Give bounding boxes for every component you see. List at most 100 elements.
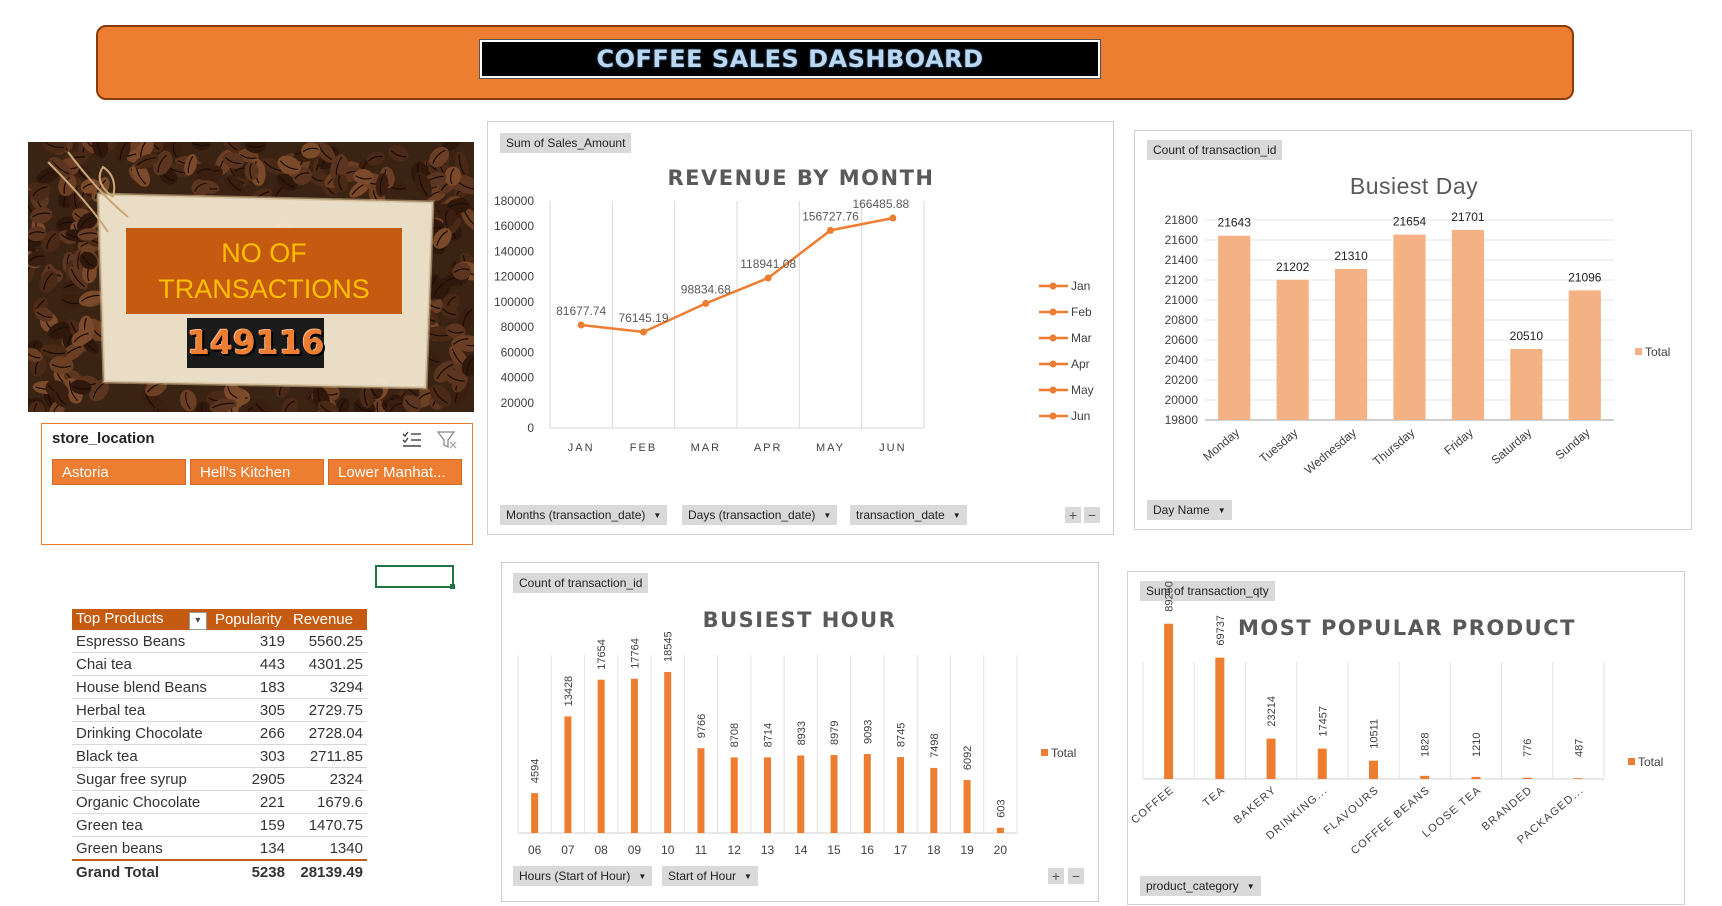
data-label: 8745	[896, 723, 908, 747]
data-label: 118941.08	[740, 257, 796, 271]
data-label: 21202	[1276, 260, 1310, 274]
coffee-bean	[244, 161, 259, 181]
y-tick-label: 21400	[1165, 253, 1199, 267]
table-row: House blend Beans 183 3294	[72, 675, 367, 699]
field-button-transaction-qty[interactable]: Sum of transaction_qty	[1140, 581, 1275, 601]
fill-handle[interactable]	[450, 584, 455, 589]
bean-shape	[40, 344, 68, 359]
bean-shape	[58, 173, 77, 197]
coffee-bean	[359, 386, 374, 409]
coffee-bean	[366, 151, 385, 166]
column-header-top-products[interactable]: Top Products ▾	[72, 609, 211, 630]
bean-crease	[43, 142, 65, 149]
field-button-sales-amount[interactable]: Sum of Sales_Amount	[500, 133, 632, 153]
x-tick-label: MAY	[816, 442, 845, 454]
collapse-field-button[interactable]: −	[1068, 868, 1084, 884]
coffee-bean	[301, 142, 321, 159]
x-tick-label: JAN	[568, 442, 595, 454]
bean-shape	[135, 142, 154, 160]
revenue-by-month-chart[interactable]: Sum of Sales_Amount REVENUE BY MONTH 180…	[487, 121, 1114, 535]
coffee-bean	[68, 266, 88, 290]
axis-button-day-name[interactable]: Day Name	[1147, 500, 1232, 520]
bean-crease	[444, 209, 449, 226]
data-label: 10511	[1369, 719, 1381, 749]
x-tick-label: 17	[894, 843, 908, 857]
most-popular-product-chart[interactable]: Sum of transaction_qty MOST POPULAR PROD…	[1127, 571, 1685, 905]
bean-crease	[462, 308, 473, 327]
bar	[1266, 738, 1276, 779]
x-tick-label: 06	[528, 843, 542, 857]
y-tick-label: 20600	[1165, 333, 1199, 347]
field-button-transaction-count[interactable]: Count of transaction_id	[513, 573, 649, 593]
bean-crease	[81, 294, 100, 302]
coffee-bean	[28, 401, 45, 412]
selected-cell[interactable]	[375, 565, 454, 588]
expand-field-button[interactable]: +	[1065, 507, 1081, 523]
bar	[1451, 229, 1484, 420]
axis-button-days[interactable]: Days (transaction_date)	[682, 505, 838, 525]
legend-label: Total	[1051, 746, 1076, 760]
field-button-transaction-count[interactable]: Count of transaction_id	[1147, 140, 1283, 160]
bean-crease	[56, 391, 67, 406]
slicer-item-astoria[interactable]: Astoria	[52, 459, 186, 485]
y-tick-label: 160000	[494, 219, 534, 233]
bar	[1335, 269, 1368, 420]
bean-crease	[46, 233, 56, 250]
chart-title: MOST POPULAR PRODUCT	[1238, 616, 1576, 640]
data-label: 8933	[796, 721, 808, 745]
popularity-value: 266	[210, 721, 289, 745]
coffee-bean	[444, 166, 462, 186]
bean-shape	[222, 142, 241, 154]
coffee-bean	[375, 173, 389, 197]
bar	[1393, 234, 1426, 420]
bar	[930, 767, 938, 833]
busiest-hour-chart[interactable]: Count of transaction_id BUSIEST HOUR 459…	[501, 562, 1099, 902]
collapse-field-button[interactable]: −	[1084, 507, 1100, 523]
clear-filter-icon[interactable]	[436, 430, 458, 450]
coffee-bean	[429, 146, 450, 168]
axis-button-product-category[interactable]: product_category	[1140, 876, 1261, 896]
chart-title: Busiest Day	[1349, 173, 1479, 199]
coffee-bean	[315, 142, 336, 163]
revenue-value: 1340	[288, 836, 367, 861]
product-name: Organic Chocolate	[72, 790, 211, 814]
axis-button-start-of-hour[interactable]: Start of Hour	[662, 866, 758, 886]
bean-shape	[388, 145, 409, 162]
bar	[1420, 775, 1430, 779]
y-tick-label: 100000	[494, 295, 534, 309]
bean-shape	[389, 181, 408, 194]
data-label: 20510	[1510, 329, 1544, 343]
coffee-bean	[281, 397, 299, 412]
coffee-bean	[402, 395, 422, 412]
bar	[764, 757, 771, 833]
axis-button-months[interactable]: Months (transaction_date)	[500, 505, 668, 525]
legend-swatch	[1635, 348, 1642, 355]
chart-title: REVENUE BY MONTH	[667, 166, 935, 190]
busiest-day-chart[interactable]: Count of transaction_id Busiest Day 2180…	[1134, 130, 1692, 530]
filter-dropdown-icon[interactable]: ▾	[188, 611, 207, 630]
axis-button-transaction-date[interactable]: transaction_date	[850, 505, 967, 525]
data-label: 8708	[729, 723, 741, 747]
expand-field-button[interactable]: +	[1048, 868, 1064, 884]
bean-shape	[444, 369, 468, 387]
bean-shape	[41, 230, 61, 253]
coffee-bean	[445, 323, 466, 339]
x-tick-label: BRANDED	[1480, 784, 1535, 833]
slicer-item-hells-kitchen[interactable]: Hell's Kitchen	[190, 459, 324, 485]
data-label: 6092	[962, 746, 974, 770]
legend-marker	[1049, 386, 1057, 394]
bean-crease	[453, 268, 470, 273]
axis-button-hours[interactable]: Hours (Start of Hour)	[513, 866, 653, 886]
bean-crease	[279, 160, 299, 171]
y-tick-label: 40000	[501, 371, 535, 385]
data-label: 603	[995, 799, 1007, 817]
bean-crease	[185, 391, 191, 410]
dashboard-title: COFFEE SALES DASHBOARD	[596, 45, 984, 73]
bean-crease	[196, 168, 212, 174]
multi-select-icon[interactable]	[401, 430, 423, 450]
coffee-bean	[276, 173, 298, 191]
legend-marker	[1049, 282, 1057, 290]
bean-shape	[441, 142, 462, 151]
data-label: 8714	[763, 723, 775, 747]
slicer-item-lower-manhattan[interactable]: Lower Manhat...	[328, 459, 462, 485]
